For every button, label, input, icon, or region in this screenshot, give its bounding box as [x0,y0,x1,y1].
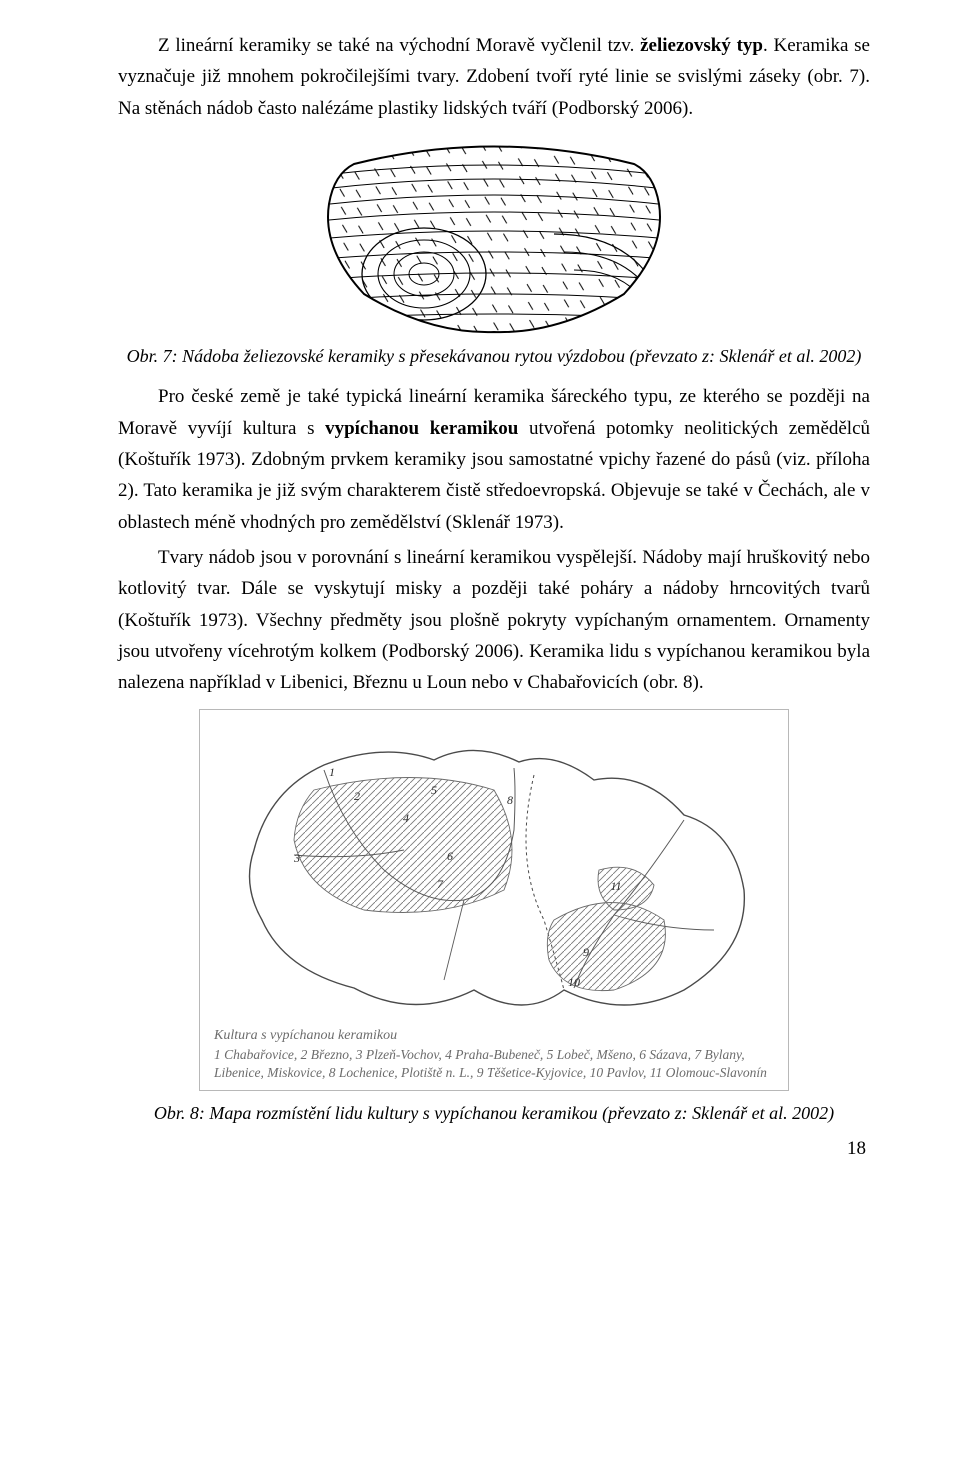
page-number: 18 [118,1138,870,1160]
map-label-1: 1 [329,765,335,779]
figure-8-caption: Obr. 8: Mapa rozmístění lidu kultury s v… [118,1101,870,1126]
para1-bold: želiezovský typ [640,35,763,56]
paragraph-2: Pro české země je také typická lineární … [118,381,870,538]
map-label-9: 9 [583,945,589,959]
map-label-3: 3 [293,851,300,865]
paragraph-1: Z lineární keramiky se také na východní … [118,30,870,124]
map-label-2: 2 [354,789,360,803]
map-legend-text: 1 Chabařovice, 2 Březno, 3 Plzeň-Vochov,… [214,1046,774,1082]
map-label-8: 8 [507,793,513,807]
pottery-illustration [294,134,694,334]
map-label-4: 4 [403,811,409,825]
document-page: Z lineární keramiky se také na východní … [0,0,960,1190]
figure-8: 1 2 3 4 5 67 8 9 10 11 Kultura s vypíchanou keram… [118,709,870,1091]
map-label-6: 6 [447,849,453,863]
figure-7-caption: Obr. 7: Nádoba želiezovské keramiky s př… [118,344,870,369]
map-label-11: 11 [610,879,621,893]
paragraph-3: Tvary nádob jsou v porovnání s lineární … [118,542,870,699]
map-legend-title: Kultura s vypíchanou keramikou [214,1028,774,1044]
para1-text-a: Z lineární keramiky se také na východní … [158,35,640,56]
figure-7 [118,134,870,334]
map-illustration: 1 2 3 4 5 67 8 9 10 11 [214,720,774,1020]
map-label-10: 10 [568,975,580,989]
map-label-7: 7 [437,877,444,891]
map-label-5: 5 [431,783,437,797]
map-container: 1 2 3 4 5 67 8 9 10 11 Kultura s vypíchanou keram… [199,709,789,1091]
para2-bold: vypíchanou keramikou [325,418,518,439]
